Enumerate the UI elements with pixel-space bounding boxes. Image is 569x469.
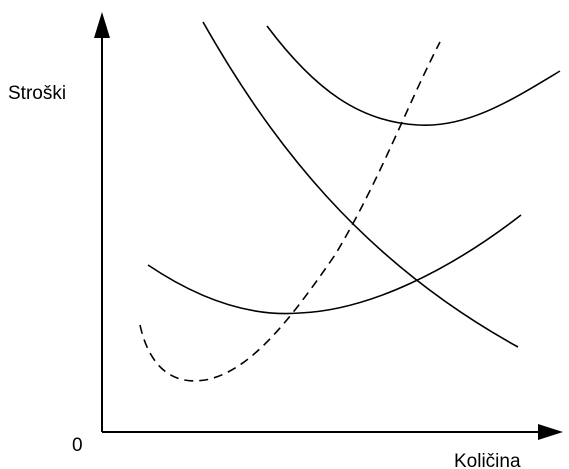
afc-curve <box>202 21 519 348</box>
origin-label: 0 <box>72 435 83 456</box>
y-axis-label: Stroški <box>8 83 67 104</box>
x-axis-label: Količina <box>454 451 521 469</box>
upper-u-curve <box>266 25 561 126</box>
x-axis-arrow-icon <box>538 424 563 440</box>
y-axis-arrow-icon <box>94 12 110 38</box>
avc-curve <box>147 214 522 315</box>
mc-curve <box>139 41 441 382</box>
